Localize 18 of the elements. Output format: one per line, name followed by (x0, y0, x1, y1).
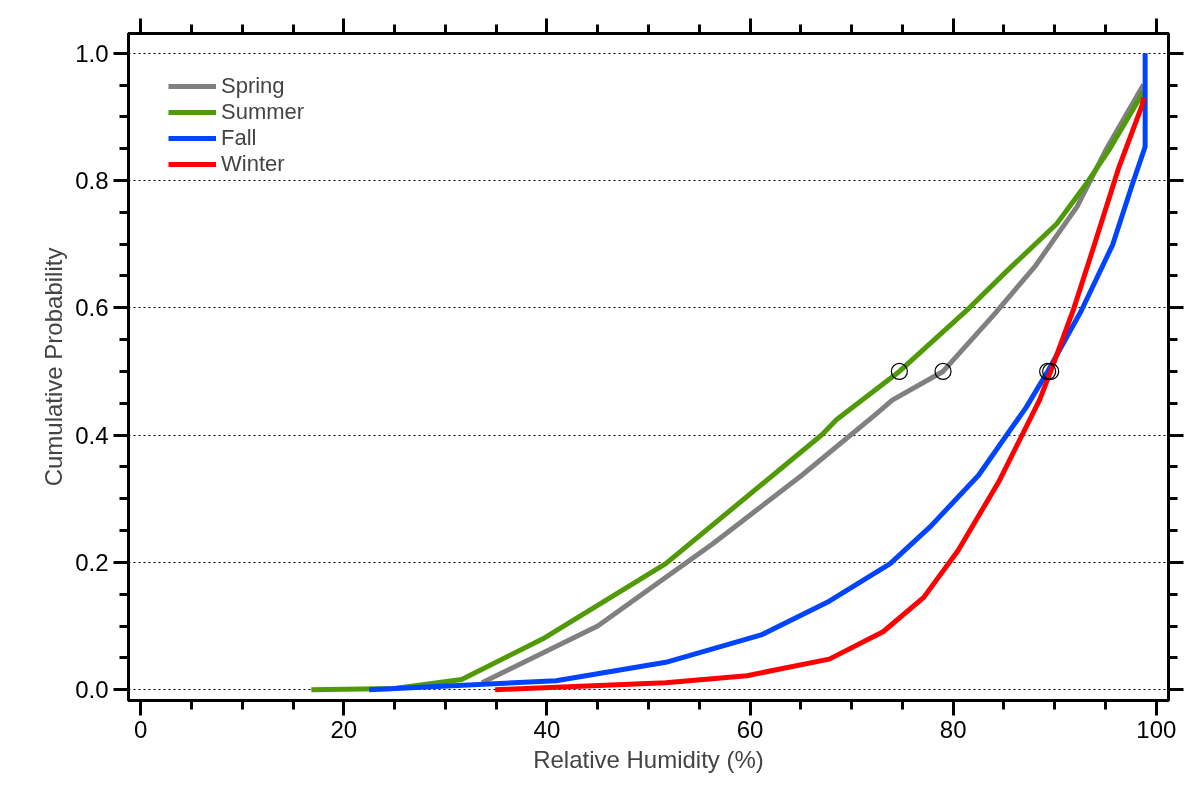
legend-label: Winter (221, 151, 285, 177)
y-axis-title: Cumulative Probability (40, 247, 68, 487)
x-tick-label: 100 (1136, 715, 1177, 743)
legend-label: Summer (221, 99, 305, 125)
y-tick-label: 0.0 (75, 676, 109, 704)
y-tick-label: 0.6 (75, 294, 109, 322)
y-tick-label: 1.0 (75, 39, 109, 67)
legend-label: Spring (221, 73, 285, 99)
y-tick-label: 0.8 (75, 167, 109, 195)
x-tick-label: 60 (736, 715, 764, 743)
x-tick-label: 80 (939, 715, 967, 743)
x-tick-label: 20 (330, 715, 358, 743)
y-tick-label: 0.2 (75, 548, 109, 576)
x-axis-title: Relative Humidity (%) (533, 745, 764, 773)
x-tick-label: 40 (533, 715, 561, 743)
x-tick-label: 0 (134, 715, 148, 743)
legend-label: Fall (221, 125, 257, 151)
y-tick-label: 0.4 (75, 421, 109, 449)
